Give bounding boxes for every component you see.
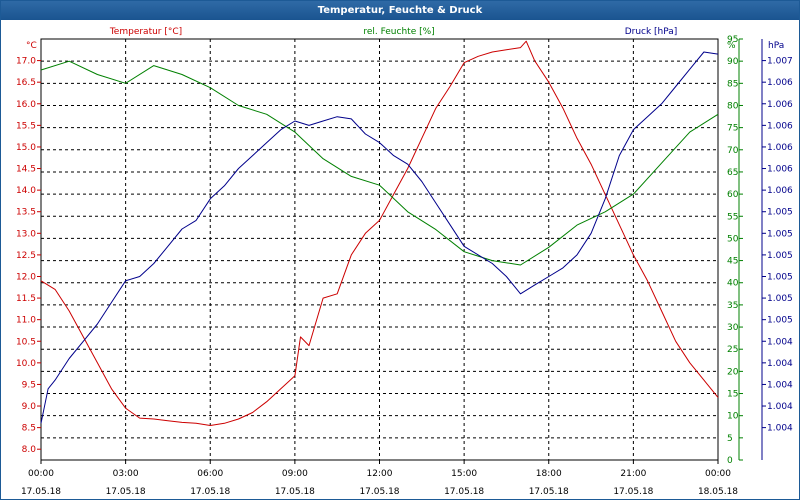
pressure-tick-label: 1.006 <box>767 143 793 153</box>
temperature-tick-label: 13.5 <box>16 208 36 218</box>
pressure-line <box>40 51 719 424</box>
temperature-tick-label: 11.5 <box>16 294 36 304</box>
temperature-tick-label: 14.0 <box>16 186 36 196</box>
x-tick-label-time: 21:00 <box>620 469 646 479</box>
humidity-tick-label: 15 <box>727 390 738 400</box>
humidity-tick-label: 35 <box>727 301 738 311</box>
humidity-tick-label: 10 <box>727 412 739 422</box>
humidity-tick-label: 20 <box>727 367 739 377</box>
temperature-unit-label: °C <box>26 41 37 51</box>
x-tick-label-date: 17.05.18 <box>613 487 653 497</box>
humidity-tick-label: 95 <box>727 35 738 45</box>
x-tick-label-time: 18:00 <box>536 469 562 479</box>
x-tick-label-time: 06:00 <box>197 469 223 479</box>
pressure-tick-label: 1.005 <box>767 294 793 304</box>
pressure-tick-label: 1.004 <box>767 424 793 434</box>
x-tick-label-date: 17.05.18 <box>106 487 146 497</box>
humidity-tick-label: 30 <box>727 323 739 333</box>
x-tick-label-time: 03:00 <box>113 469 139 479</box>
x-tick-label-time: 00:00 <box>705 469 731 479</box>
pressure-tick-label: 1.005 <box>767 229 793 239</box>
pressure-tick-label: 1.004 <box>767 337 793 347</box>
x-tick-label-time: 12:00 <box>367 469 393 479</box>
humidity-tick-label: 45 <box>727 257 738 267</box>
temperature-tick-label: 16.0 <box>16 100 36 110</box>
humidity-tick-label: 85 <box>727 79 738 89</box>
pressure-tick-label: 1.004 <box>767 359 793 369</box>
temperature-tick-label: 14.5 <box>16 165 36 175</box>
pressure-unit-label: hPa <box>768 41 784 51</box>
x-tick-label-time: 00:00 <box>28 469 54 479</box>
temperature-tick-label: 13.0 <box>16 229 36 239</box>
pressure-tick-label: 1.006 <box>767 165 793 175</box>
temperature-tick-label: 9.5 <box>22 380 36 390</box>
humidity-tick-label: 75 <box>727 124 738 134</box>
humidity-tick-label: 70 <box>727 146 739 156</box>
temperature-tick-label: 12.0 <box>16 272 36 282</box>
pressure-tick-label: 1.006 <box>767 186 793 196</box>
temperature-tick-label: 16.5 <box>16 78 36 88</box>
legend-pressure: Druck [hPa] <box>625 27 678 37</box>
temperature-tick-label: 9.0 <box>22 402 37 412</box>
x-tick-label-date: 17.05.18 <box>190 487 230 497</box>
temperature-line <box>40 40 719 426</box>
legend-humidity: rel. Feuchte [%] <box>363 27 434 37</box>
humidity-tick-label: 25 <box>727 345 738 355</box>
temperature-tick-label: 11.0 <box>16 316 36 326</box>
pressure-tick-label: 1.005 <box>767 251 793 261</box>
pressure-tick-label: 1.006 <box>767 78 793 88</box>
temperature-tick-label: 17.0 <box>16 57 36 67</box>
pressure-tick-label: 1.005 <box>767 316 793 326</box>
pressure-tick-label: 1.005 <box>767 272 793 282</box>
temperature-tick-label: 10.5 <box>16 337 36 347</box>
x-tick-label-date: 17.05.18 <box>275 487 315 497</box>
humidity-line <box>40 60 719 266</box>
x-tick-label-date: 17.05.18 <box>359 487 399 497</box>
pressure-tick-label: 1.004 <box>767 380 793 390</box>
pressure-tick-label: 1.004 <box>767 402 793 412</box>
humidity-tick-label: 0 <box>727 456 733 466</box>
legend-temperature: Temperatur [°C] <box>109 27 182 37</box>
x-tick-label-time: 09:00 <box>282 469 308 479</box>
temperature-tick-label: 8.0 <box>22 445 37 455</box>
humidity-tick-label: 55 <box>727 212 738 222</box>
x-tick-label-date: 18.05.18 <box>698 487 738 497</box>
humidity-tick-label: 50 <box>727 234 739 244</box>
humidity-tick-label: 65 <box>727 168 738 178</box>
pressure-tick-label: 1.006 <box>767 121 793 131</box>
humidity-tick-label: 90 <box>727 57 739 67</box>
temperature-tick-label: 12.5 <box>16 251 36 261</box>
temperature-tick-label: 15.5 <box>16 121 36 131</box>
temperature-tick-label: 8.5 <box>22 424 36 434</box>
humidity-tick-label: 5 <box>727 434 733 444</box>
temperature-tick-label: 15.0 <box>16 143 36 153</box>
humidity-unit-label: % <box>727 41 736 51</box>
humidity-tick-label: 80 <box>727 101 739 111</box>
humidity-tick-label: 60 <box>727 190 739 200</box>
x-tick-label-date: 17.05.18 <box>529 487 569 497</box>
pressure-tick-label: 1.007 <box>767 57 793 67</box>
pressure-tick-label: 1.006 <box>767 100 793 110</box>
x-tick-label-date: 17.05.18 <box>444 487 484 497</box>
x-tick-label-date: 17.05.18 <box>21 487 61 497</box>
x-tick-label-time: 15:00 <box>451 469 477 479</box>
window-title: Temperatur, Feuchte & Druck <box>1 1 799 20</box>
humidity-tick-label: 40 <box>727 279 739 289</box>
temperature-tick-label: 10.0 <box>16 359 36 369</box>
pressure-tick-label: 1.005 <box>767 208 793 218</box>
